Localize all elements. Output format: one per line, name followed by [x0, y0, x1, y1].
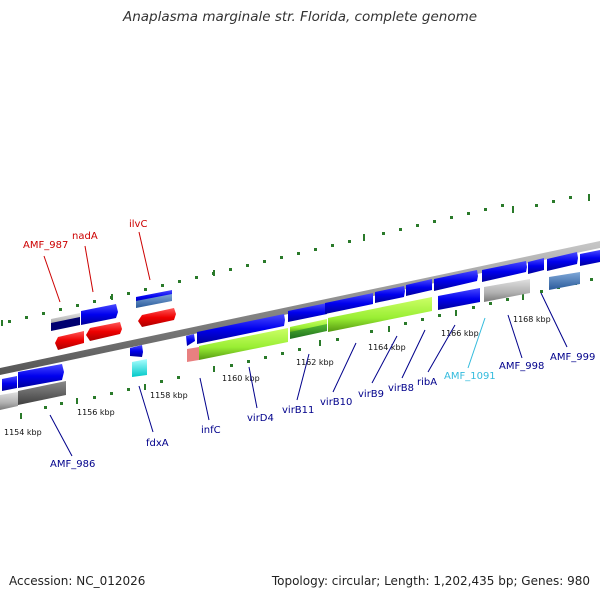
scale-label: 1162 kbp [296, 358, 334, 367]
scale-label: 1164 kbp [368, 343, 406, 352]
gene-block [325, 293, 373, 314]
gene-block [375, 286, 405, 303]
forward-genes [2, 250, 600, 391]
genome-backbone [0, 241, 600, 375]
gene-block [81, 304, 118, 325]
gene-block [51, 317, 80, 331]
leader-line [296, 353, 310, 401]
gene-block [132, 359, 147, 377]
gene-block [580, 250, 600, 266]
gene-label-ilvc: ilvC [129, 219, 147, 230]
leader-line [401, 329, 426, 379]
gene-block [484, 279, 530, 302]
gene-block [199, 328, 288, 360]
gene-label-virb10: virB10 [320, 397, 352, 408]
leader-line [138, 231, 151, 281]
gene-label-fdxa: fdxA [146, 438, 169, 449]
gene-block [138, 308, 176, 327]
leader-line [199, 377, 210, 421]
gene-block [290, 319, 327, 333]
genome-summary-text: Topology: circular; Length: 1,202,435 bp… [271, 574, 590, 588]
gene-label-amf987: AMF_987 [23, 240, 68, 251]
scale-label: 1156 kbp [77, 408, 115, 417]
gene-label-nada: nadA [72, 231, 98, 242]
leader-line [332, 342, 357, 393]
gene-block [18, 381, 66, 405]
gene-block [86, 322, 122, 341]
gene-label-virb11: virB11 [282, 405, 314, 416]
gene-block [0, 392, 18, 410]
leader-line [540, 292, 568, 348]
gene-label-virb8: virB8 [388, 383, 414, 394]
gene-label-amf998: AMF_998 [499, 361, 544, 372]
gene-label-amf986: AMF_986 [50, 459, 95, 470]
leader-line [467, 317, 486, 369]
gene-block [55, 331, 84, 350]
gene-block [438, 288, 480, 310]
gene-label-riba: ribA [417, 377, 437, 388]
leader-line [427, 324, 456, 373]
accession-text: Accession: NC_012026 [9, 574, 146, 588]
scale-label: 1166 kbp [441, 329, 479, 338]
gene-block [2, 376, 17, 391]
reverse-genes [0, 272, 580, 410]
gene-label-infc: infC [201, 425, 221, 436]
scale-label: 1154 kbp [4, 428, 42, 437]
map-title: Anaplasma marginale str. Florida, comple… [122, 9, 478, 25]
leader-line [84, 245, 94, 293]
gene-block [328, 297, 432, 332]
gene-label-vird4: virD4 [247, 413, 274, 424]
gene-block [18, 364, 64, 388]
gene-block [130, 345, 143, 357]
gene-block [482, 261, 527, 282]
leader-line [507, 314, 523, 359]
gene-block [197, 314, 285, 344]
leader-line [49, 414, 73, 457]
gene-block [406, 279, 432, 296]
gene-block [288, 303, 327, 322]
gene-block [186, 334, 195, 346]
gene-label-amf999: AMF_999 [550, 352, 595, 363]
scale-label: 1160 kbp [222, 374, 260, 383]
upper-tick-row [1, 194, 590, 326]
gene-block [547, 252, 578, 271]
gene-block [290, 324, 327, 339]
gene-block [434, 270, 478, 291]
scale-label: 1158 kbp [150, 391, 188, 400]
gene-block [136, 294, 172, 308]
leader-line [248, 366, 258, 409]
gene-block [528, 258, 544, 274]
gene-block [549, 272, 580, 290]
gene-label-amf1091: AMF_1091 [444, 371, 496, 382]
leader-line [138, 385, 154, 433]
leader-line [371, 335, 398, 384]
gene-block [187, 347, 199, 362]
scale-label: 1168 kbp [513, 315, 551, 324]
gene-label-virb9: virB9 [358, 389, 384, 400]
leader-line [43, 255, 61, 303]
